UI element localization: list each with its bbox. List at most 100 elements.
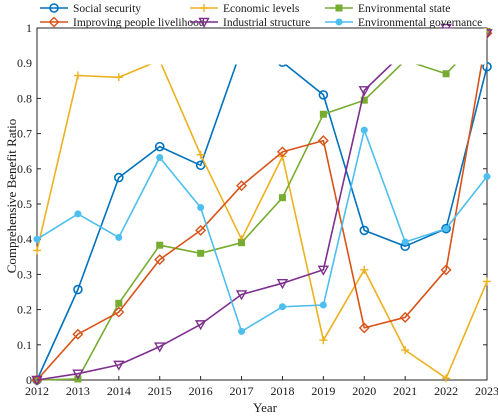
legend-marker: [48, 16, 60, 28]
legend-item: Economic levels: [190, 3, 300, 15]
y-tick-label: 0.3: [17, 267, 32, 281]
data-point: [115, 233, 123, 241]
x-axis: 2012 2013 2014 2015 2016 2017 2018 2019 2020 2021…: [25, 28, 498, 398]
x-tick-label: 2021: [393, 384, 417, 398]
series-0: [32, 44, 492, 385]
data-point: [115, 299, 123, 307]
x-tick-label: 2020: [352, 384, 376, 398]
data-point: [482, 61, 492, 72]
data-point: [276, 279, 289, 290]
legend-marker: [198, 17, 210, 28]
legend-item: Environmental governance: [325, 17, 482, 29]
data-point: [441, 223, 451, 234]
data-point: [197, 249, 205, 257]
legend-item: Improving people livelihood: [40, 16, 205, 29]
y-tick-label: 0.8: [17, 91, 32, 105]
x-tick-label: 2019: [311, 384, 335, 398]
data-point: [236, 180, 248, 192]
data-point: [319, 301, 327, 309]
y-tick-label: 0.9: [17, 56, 32, 70]
series-2: [33, 28, 491, 384]
data-point: [113, 360, 125, 371]
data-point: [358, 86, 370, 97]
x-tick-label: 2022: [434, 384, 458, 398]
data-point: [195, 224, 207, 236]
data-point: [113, 306, 125, 318]
data-point: [401, 346, 410, 355]
y-tick-label: 0.5: [17, 197, 32, 211]
data-point: [156, 241, 164, 249]
data-point: [33, 235, 41, 243]
legend-label: Industrial structure: [223, 17, 310, 29]
data-point: [194, 320, 207, 331]
y-tick-label: 0: [26, 373, 32, 387]
data-point: [73, 284, 83, 295]
x-tick-label: 2018: [270, 384, 294, 398]
legend-label: Economic levels: [223, 3, 300, 15]
data-point: [31, 375, 43, 386]
data-point: [319, 336, 328, 345]
legend-label: Environmental state: [358, 3, 450, 15]
data-point: [156, 154, 164, 162]
data-point: [154, 342, 166, 353]
legend-item: Environmental state: [325, 3, 450, 15]
x-tick-label: 2023: [475, 384, 498, 398]
legend-label: Improving people livelihood: [73, 17, 205, 29]
data-point: [73, 71, 82, 80]
data-point: [154, 141, 165, 152]
legend-marker: [335, 4, 343, 12]
data-point: [278, 194, 286, 202]
series-layer: [31, 23, 493, 386]
data-point: [195, 160, 206, 171]
legend-marker: [335, 18, 343, 26]
y-tick-label: 0.1: [17, 338, 32, 352]
legend: Social security Economic levels Environmen…: [37, 3, 487, 65]
y-tick-label: 0.7: [17, 127, 32, 141]
x-axis-label: Year: [253, 400, 278, 415]
legend-label: Environmental governance: [358, 17, 482, 29]
data-point: [33, 246, 41, 255]
series-3: [31, 27, 493, 386]
y-tick-label: 0.2: [17, 303, 32, 317]
data-point: [440, 264, 452, 276]
data-point: [358, 322, 370, 334]
x-tick-label: 2012: [25, 384, 49, 398]
y-axis-label: Comprehensive Benefit Ratio: [4, 119, 19, 274]
y-tick-label: 1: [26, 21, 32, 35]
y-axis: 0 0.1 0.2 0.3 0.4 0.5 0.6 0.7 0.8 0.9 1: [17, 21, 487, 387]
series-5: [33, 126, 491, 335]
data-point: [360, 126, 368, 134]
legend-background: [37, 28, 487, 65]
data-point: [235, 290, 248, 301]
x-tick-label: 2017: [230, 384, 254, 398]
data-point: [359, 225, 370, 236]
x-tick-label: 2013: [66, 384, 90, 398]
data-point: [276, 146, 288, 158]
y-tick-label: 0.6: [17, 162, 32, 176]
data-point: [442, 225, 450, 233]
data-point: [442, 70, 450, 78]
data-point: [399, 311, 411, 323]
x-tick-label: 2015: [148, 384, 172, 398]
series-line: [36, 129, 488, 333]
x-tick-label: 2016: [189, 384, 213, 398]
y-tick-label: 0.4: [17, 232, 32, 246]
series-4: [31, 23, 493, 386]
data-point: [318, 90, 329, 100]
plot-frame: [36, 27, 488, 381]
legend-marker: [200, 4, 208, 12]
data-point: [483, 277, 491, 286]
legend-marker: [49, 3, 59, 13]
legend-label: Social security: [73, 3, 141, 15]
series-line: [36, 59, 488, 380]
data-point: [401, 238, 409, 246]
data-point: [278, 303, 286, 311]
data-point: [483, 173, 491, 181]
data-point: [442, 374, 451, 383]
series-line: [36, 30, 488, 381]
data-point: [114, 172, 124, 183]
data-point: [154, 254, 166, 266]
legend-item: Industrial structure: [190, 17, 310, 29]
